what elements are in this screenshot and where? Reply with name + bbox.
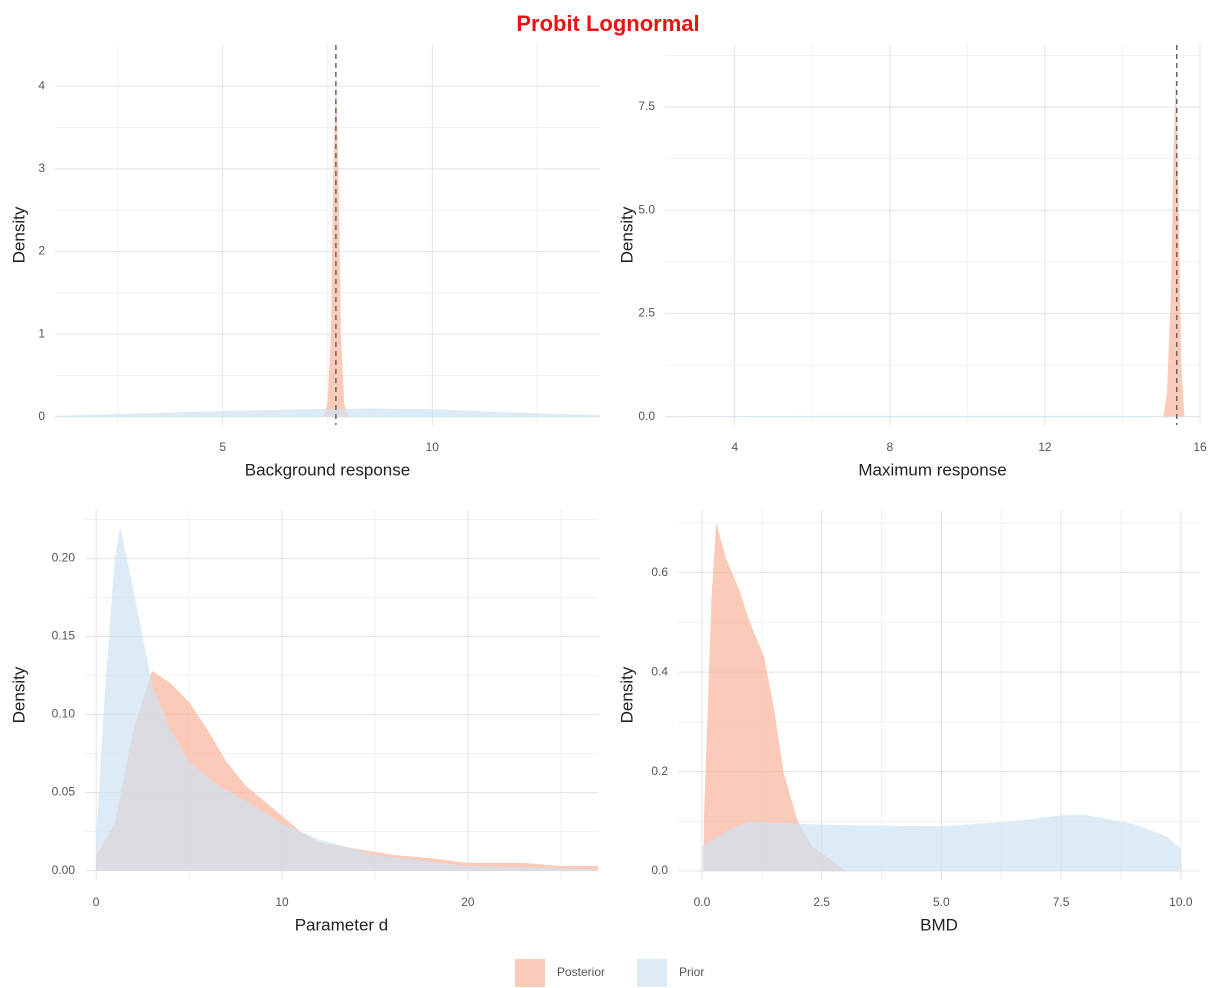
y-tick-label: 0.2 [651,764,668,778]
y-tick-label: 1 [38,326,45,340]
x-axis-title: Background response [245,460,410,479]
y-tick-label: 0.6 [651,565,668,579]
x-axis-title: Maximum response [858,460,1006,479]
density-area [96,527,599,871]
x-tick-label: 5.0 [933,895,950,909]
x-tick-label: 7.5 [1053,895,1070,909]
x-tick-label: 0.0 [694,895,711,909]
y-tick-label: 0.0 [651,863,668,877]
y-tick-label: 0 [38,409,45,423]
x-tick-label: 2.5 [813,895,830,909]
y-tick-label: 0.05 [52,785,76,799]
x-tick-label: 5 [219,440,226,454]
y-tick-label: 0.20 [52,551,76,565]
legend-label: Posterior [557,965,605,979]
y-tick-label: 4 [38,78,45,92]
x-tick-label: 10 [275,895,289,909]
y-tick-label: 0.15 [52,629,76,643]
density-area [55,408,600,417]
density-area [665,415,1200,417]
x-tick-label: 16 [1193,440,1207,454]
y-tick-label: 0.10 [52,707,76,721]
x-tick-label: 10.0 [1169,895,1193,909]
y-tick-label: 0.0 [638,409,655,423]
y-axis-title: Density [9,206,28,263]
y-tick-label: 7.5 [638,99,655,113]
legend-swatch [637,959,667,987]
density-area [701,814,1181,872]
legend-swatch [515,959,545,987]
chart-title: Probit Lognormal [516,11,699,36]
density-area [1163,73,1185,417]
x-tick-label: 12 [1038,440,1052,454]
x-tick-label: 20 [461,895,475,909]
y-axis-title: Density [617,206,636,263]
density-area [703,522,846,872]
y-tick-label: 0.4 [651,664,668,678]
y-axis-title: Density [9,666,28,723]
y-axis-title: Density [617,666,636,723]
y-tick-label: 3 [38,161,45,175]
legend-label: Prior [679,965,704,979]
x-tick-label: 0 [93,895,100,909]
y-tick-label: 0.00 [52,863,76,877]
x-axis-title: Parameter d [295,915,389,934]
y-tick-label: 2 [38,244,45,258]
x-tick-label: 8 [887,440,894,454]
x-tick-label: 4 [731,440,738,454]
y-tick-label: 2.5 [638,306,655,320]
x-axis-title: BMD [920,915,958,934]
x-tick-label: 10 [426,440,440,454]
y-tick-label: 5.0 [638,202,655,216]
